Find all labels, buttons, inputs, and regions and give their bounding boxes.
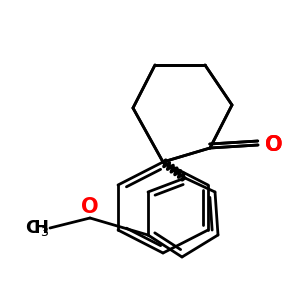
Text: O: O — [265, 135, 283, 155]
Text: H: H — [33, 219, 48, 237]
Text: C: C — [25, 219, 38, 237]
Text: 3: 3 — [40, 226, 48, 238]
Text: O: O — [81, 197, 99, 217]
Text: O: O — [265, 135, 283, 155]
